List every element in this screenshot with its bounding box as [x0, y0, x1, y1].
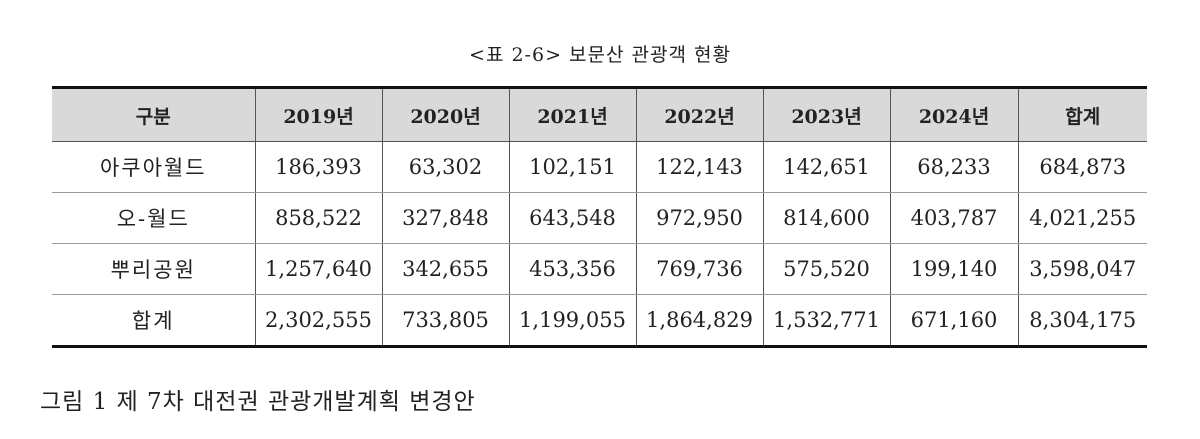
table-cell: 142,651 — [762, 141, 891, 193]
table-row: 아쿠아월드 186,393 63,302 102,151 122,143 142… — [52, 141, 1147, 193]
table-cell: 1,864,829 — [635, 294, 764, 348]
table-cell-total: 4,021,255 — [1017, 192, 1147, 244]
table-cell: 199,140 — [889, 243, 1019, 295]
column-header-total: 합계 — [1017, 86, 1147, 142]
row-label: 아쿠아월드 — [52, 141, 256, 193]
column-header-category: 구분 — [52, 86, 256, 142]
row-label: 오-월드 — [52, 192, 256, 244]
table-cell: 1,199,055 — [508, 294, 637, 348]
table-cell-total: 684,873 — [1017, 141, 1147, 193]
column-header-2019: 2019년 — [254, 86, 383, 142]
table-cell-total: 3,598,047 — [1017, 243, 1147, 295]
column-header-2023: 2023년 — [762, 86, 891, 142]
table-title: <표 2-6> 보문산 관광객 현황 — [469, 44, 731, 66]
table-cell: 68,233 — [889, 141, 1019, 193]
table-cell: 342,655 — [381, 243, 510, 295]
table-cell: 453,356 — [508, 243, 637, 295]
table-cell: 327,848 — [381, 192, 510, 244]
table-row: 뿌리공원 1,257,640 342,655 453,356 769,736 5… — [52, 243, 1147, 295]
column-header-2020: 2020년 — [381, 86, 510, 142]
table-cell-total: 8,304,175 — [1017, 294, 1147, 348]
table-row: 오-월드 858,522 327,848 643,548 972,950 814… — [52, 192, 1147, 244]
table-cell: 102,151 — [508, 141, 637, 193]
table-cell: 671,160 — [889, 294, 1019, 348]
column-header-2024: 2024년 — [889, 86, 1019, 142]
table-cell: 643,548 — [508, 192, 637, 244]
table-cell: 769,736 — [635, 243, 764, 295]
table-cell: 2,302,555 — [254, 294, 383, 348]
column-header-2021: 2021년 — [508, 86, 637, 142]
table-cell: 186,393 — [254, 141, 383, 193]
table-cell: 1,257,640 — [254, 243, 383, 295]
header-row: 구분 2019년 2020년 2021년 2022년 2023년 2024년 합… — [52, 86, 1147, 142]
row-label: 뿌리공원 — [52, 243, 256, 295]
table-cell: 403,787 — [889, 192, 1019, 244]
table-cell: 63,302 — [381, 141, 510, 193]
table-cell: 733,805 — [381, 294, 510, 348]
table-cell: 858,522 — [254, 192, 383, 244]
column-header-2022: 2022년 — [635, 86, 764, 142]
row-label: 합계 — [52, 294, 256, 348]
table-cell: 575,520 — [762, 243, 891, 295]
table-cell: 1,532,771 — [762, 294, 891, 348]
figure-caption: 그림 1 제 7차 대전권 관광개발계획 변경안 — [40, 389, 476, 415]
table-cell: 122,143 — [635, 141, 764, 193]
table-cell: 814,600 — [762, 192, 891, 244]
table-cell: 972,950 — [635, 192, 764, 244]
table-row-total: 합계 2,302,555 733,805 1,199,055 1,864,829… — [52, 294, 1147, 348]
tourist-statistics-table: 구분 2019년 2020년 2021년 2022년 2023년 2024년 합… — [52, 86, 1147, 348]
